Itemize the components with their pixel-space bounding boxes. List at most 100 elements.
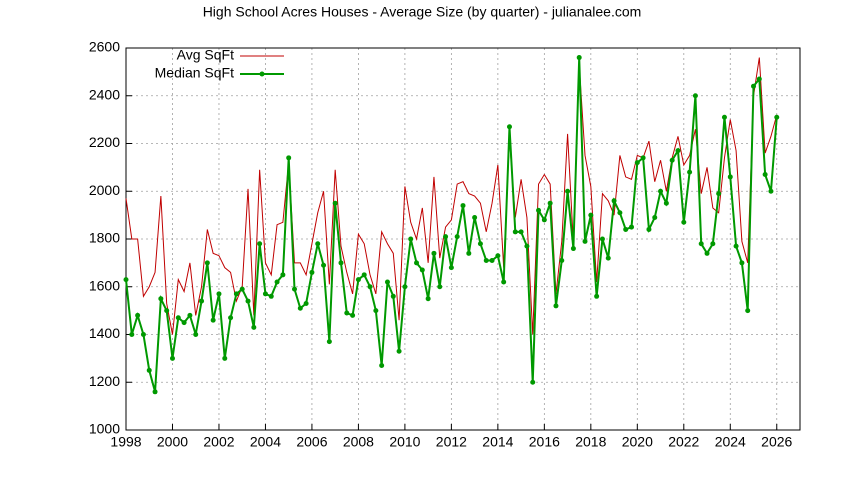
- legend-swatch-point: [259, 71, 265, 77]
- x-tick-label: 2004: [250, 434, 281, 450]
- data-point: [292, 286, 297, 292]
- data-point: [425, 296, 431, 302]
- x-tick-label: 1998: [110, 434, 141, 450]
- data-point: [774, 114, 780, 120]
- data-point: [524, 243, 530, 249]
- x-tick-label: 2024: [715, 434, 746, 450]
- data-point: [588, 212, 594, 218]
- data-point: [530, 379, 536, 385]
- data-point: [547, 200, 553, 206]
- data-point: [506, 124, 512, 130]
- data-point: [350, 312, 356, 318]
- data-point: [408, 236, 414, 242]
- x-tick-label: 2014: [482, 434, 513, 450]
- data-point: [745, 308, 751, 314]
- plot-frame: [125, 47, 801, 431]
- data-point: [135, 312, 141, 318]
- legend-label: Median SqFt: [155, 65, 234, 81]
- data-point: [687, 169, 693, 175]
- data-point: [286, 155, 292, 161]
- x-tick-label: 2022: [668, 434, 699, 450]
- data-point: [338, 260, 344, 266]
- data-point: [582, 238, 588, 244]
- data-point: [710, 241, 716, 247]
- data-point: [164, 308, 170, 314]
- data-point: [344, 310, 350, 316]
- data-point: [146, 367, 152, 373]
- data-point: [576, 55, 582, 61]
- data-point: [477, 241, 483, 247]
- y-tick-label: 1200: [89, 373, 120, 389]
- data-point: [257, 241, 263, 247]
- data-point: [431, 250, 437, 256]
- data-point: [681, 219, 687, 225]
- data-point: [739, 260, 745, 266]
- data-point: [460, 203, 466, 209]
- data-point: [233, 291, 239, 297]
- y-tick-label: 2400: [89, 86, 120, 102]
- data-point: [274, 279, 280, 285]
- data-point: [675, 148, 681, 154]
- data-point: [605, 255, 611, 261]
- data-point: [193, 332, 199, 337]
- data-point: [692, 93, 698, 99]
- data-point: [541, 217, 547, 223]
- data-point: [565, 188, 571, 194]
- y-tick-label: 2600: [89, 39, 120, 55]
- data-point: [570, 246, 576, 252]
- data-point: [559, 257, 565, 263]
- data-point: [733, 243, 739, 249]
- y-tick-label: 2200: [89, 134, 120, 150]
- data-point: [361, 272, 367, 278]
- data-point: [617, 210, 623, 216]
- data-point: [175, 315, 181, 321]
- data-point: [239, 286, 245, 292]
- data-point: [698, 241, 704, 247]
- data-point: [187, 312, 193, 318]
- data-point: [489, 257, 495, 263]
- data-point: [483, 257, 489, 263]
- data-point: [553, 303, 559, 309]
- data-point: [437, 284, 443, 290]
- data-point: [646, 226, 652, 232]
- y-tick-label: 1000: [89, 421, 120, 437]
- data-point: [396, 348, 402, 354]
- data-point: [623, 226, 629, 232]
- data-point: [454, 234, 460, 240]
- data-point: [640, 155, 646, 161]
- y-tick-label: 1800: [89, 230, 120, 246]
- data-point: [210, 317, 216, 323]
- y-tick-label: 2000: [89, 182, 120, 198]
- x-tick-label: 2012: [436, 434, 467, 450]
- x-tick-label: 2016: [529, 434, 560, 450]
- data-point: [315, 241, 321, 247]
- data-point: [669, 157, 675, 163]
- data-point: [768, 188, 774, 194]
- x-tick-label: 2026: [761, 434, 792, 450]
- data-point: [594, 293, 600, 299]
- data-point: [123, 277, 129, 283]
- data-point: [716, 191, 722, 197]
- data-point: [466, 250, 472, 256]
- data-point: [658, 188, 664, 194]
- data-point: [181, 320, 187, 326]
- data-point: [303, 300, 309, 306]
- data-point: [326, 339, 332, 345]
- data-point: [169, 355, 175, 361]
- data-point: [721, 114, 727, 120]
- data-point: [152, 389, 158, 395]
- data-point: [762, 172, 768, 178]
- data-point: [245, 298, 251, 304]
- data-point: [228, 315, 234, 321]
- data-point: [280, 272, 286, 278]
- x-tick-label: 2000: [157, 434, 188, 450]
- x-tick-label: 2018: [575, 434, 606, 450]
- data-point: [443, 234, 449, 240]
- data-point: [634, 160, 640, 166]
- data-point: [367, 284, 373, 290]
- data-point: [297, 305, 303, 311]
- x-tick-label: 2010: [389, 434, 420, 450]
- data-point: [251, 324, 257, 330]
- data-point: [512, 229, 518, 235]
